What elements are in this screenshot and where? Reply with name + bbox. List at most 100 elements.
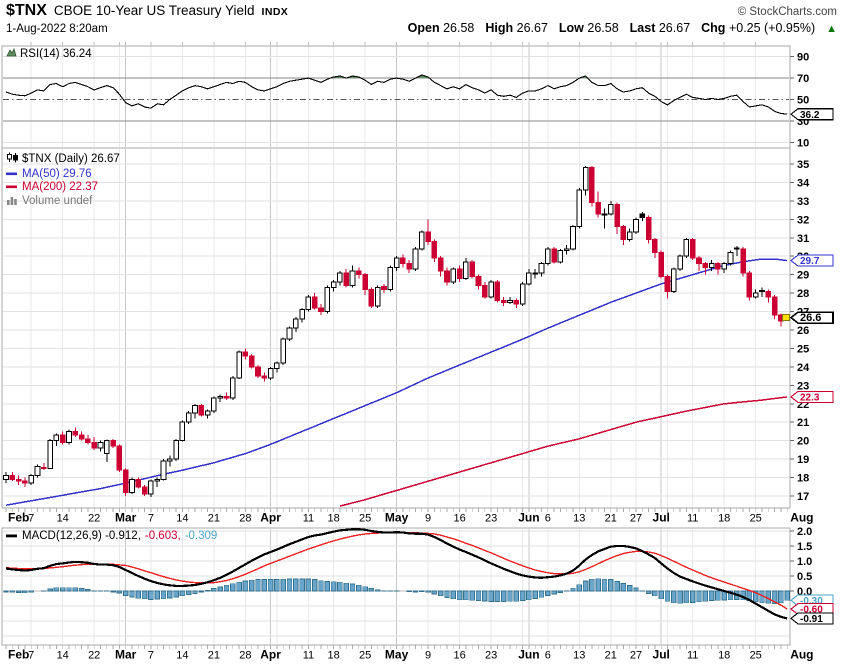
svg-text:22.3: 22.3 [800, 393, 820, 404]
instrument-name: CBOE 10-Year US Treasury Yield [53, 3, 255, 18]
svg-text:27: 27 [630, 513, 642, 525]
svg-text:1.5: 1.5 [797, 541, 812, 553]
svg-text:May: May [385, 511, 409, 525]
svg-text:6: 6 [545, 650, 551, 662]
svg-text:Aug: Aug [790, 511, 813, 525]
svg-text:-0.30: -0.30 [800, 596, 823, 607]
quote-high: High 26.67 [485, 21, 548, 35]
last-value: 26.67 [658, 21, 691, 35]
quote-low: Low 26.58 [559, 21, 619, 35]
svg-text:29: 29 [797, 270, 809, 282]
svg-text:33: 33 [797, 196, 809, 208]
svg-text:70: 70 [797, 73, 809, 85]
svg-text:23: 23 [485, 513, 497, 525]
svg-text:Jun: Jun [518, 511, 539, 525]
svg-text:22: 22 [88, 650, 100, 662]
svg-text:10: 10 [797, 137, 809, 149]
ma50-legend-label: MA(50) 29.76 [22, 167, 92, 180]
rsi-mountain-icon [6, 47, 17, 62]
svg-text:18: 18 [327, 650, 339, 662]
price-legend: $TNX (Daily) 26.67 MA(50) 29.76 MA(200) … [6, 152, 120, 209]
svg-text:Jul: Jul [653, 648, 670, 662]
quote-last: Last 26.67 [630, 21, 690, 35]
price-legend-symbol-row: $TNX (Daily) 26.67 [6, 152, 120, 168]
ticker-symbol: $TNX [6, 2, 47, 19]
svg-text:9: 9 [425, 513, 431, 525]
macd-legend: MACD(12,26,9) -0.912, -0.603, -0.309 [6, 530, 217, 544]
copyright: © StockCharts.com [737, 6, 837, 18]
svg-text:11: 11 [687, 650, 698, 662]
volume-legend-label: Volume undef [22, 195, 93, 207]
svg-text:11: 11 [303, 650, 314, 662]
svg-text:Apr: Apr [260, 648, 281, 662]
svg-text:Apr: Apr [260, 511, 281, 525]
title-row: $TNX CBOE 10-Year US Treasury Yield INDX… [6, 2, 837, 20]
svg-text:1.0: 1.0 [797, 556, 812, 568]
svg-text:27: 27 [630, 650, 642, 662]
svg-text:18: 18 [327, 513, 339, 525]
svg-text:21: 21 [208, 650, 220, 662]
macd-dash-icon [6, 530, 19, 544]
svg-text:-0.91: -0.91 [800, 614, 823, 625]
quote-chg: Chg +0.25 (+0.95%) [701, 21, 815, 35]
svg-text:9: 9 [425, 650, 431, 662]
svg-text:Feb: Feb [8, 648, 29, 662]
quote-open: Open 26.58 [408, 21, 475, 35]
svg-text:7: 7 [148, 513, 154, 525]
macd-signal-value: -0.603, [144, 530, 181, 542]
low-label: Low [558, 21, 584, 35]
svg-text:29.7: 29.7 [800, 256, 820, 267]
low-value: 26.58 [587, 21, 619, 35]
price-legend-label: $TNX (Daily) 26.67 [22, 153, 120, 165]
svg-text:21: 21 [208, 513, 220, 525]
ma200-legend-row: MA(200) 22.37 [6, 181, 120, 195]
svg-text:28: 28 [797, 288, 809, 300]
svg-text:7: 7 [28, 650, 34, 662]
svg-text:18: 18 [797, 473, 809, 485]
svg-text:14: 14 [176, 513, 188, 525]
svg-text:25: 25 [359, 650, 371, 662]
svg-text:Mar: Mar [115, 648, 137, 662]
svg-text:Jun: Jun [518, 648, 539, 662]
svg-text:23: 23 [485, 650, 497, 662]
svg-text:18: 18 [718, 650, 730, 662]
candlesticks [3, 165, 791, 497]
svg-text:19: 19 [797, 454, 809, 466]
svg-text:13: 13 [573, 650, 585, 662]
svg-text:36.2: 36.2 [800, 110, 820, 121]
macd-hist-value: -0.309 [184, 530, 218, 542]
panel-frames [1, 45, 791, 646]
svg-text:16: 16 [453, 650, 465, 662]
chg-label: Chg [701, 21, 726, 35]
svg-text:25: 25 [750, 513, 762, 525]
svg-text:-0.60: -0.60 [800, 605, 823, 616]
svg-text:May: May [385, 648, 409, 662]
svg-text:90: 90 [797, 52, 809, 64]
ma50-dash-icon [6, 168, 19, 182]
svg-text:25: 25 [359, 513, 371, 525]
svg-text:16: 16 [453, 513, 465, 525]
axis-value-tags: 36.2 29.7 26.6 22.3 -0.30-0.60-0.91 [782, 108, 834, 625]
svg-text:17: 17 [797, 491, 809, 503]
svg-text:35: 35 [797, 159, 809, 171]
svg-text:28: 28 [239, 513, 251, 525]
svg-text:11: 11 [687, 513, 698, 525]
chg-value: +0.25 (+0.95%) [728, 21, 816, 35]
svg-text:25: 25 [750, 650, 762, 662]
candlestick-icon [6, 152, 19, 168]
volume-bars-icon [6, 195, 19, 210]
svg-text:21: 21 [605, 650, 617, 662]
ma200-dash-icon [6, 181, 19, 195]
svg-text:0.5: 0.5 [797, 571, 812, 583]
svg-text:23: 23 [797, 380, 809, 392]
svg-text:14: 14 [57, 513, 69, 525]
svg-text:7: 7 [28, 513, 34, 525]
svg-text:14: 14 [176, 650, 188, 662]
last-label: Last [629, 21, 656, 35]
quote-row: 1-Aug-2022 8:20am Open 26.58 High 26.67 … [6, 21, 837, 35]
svg-text:2.0: 2.0 [797, 526, 812, 538]
chart-datetime: 1-Aug-2022 8:20am [6, 23, 108, 35]
